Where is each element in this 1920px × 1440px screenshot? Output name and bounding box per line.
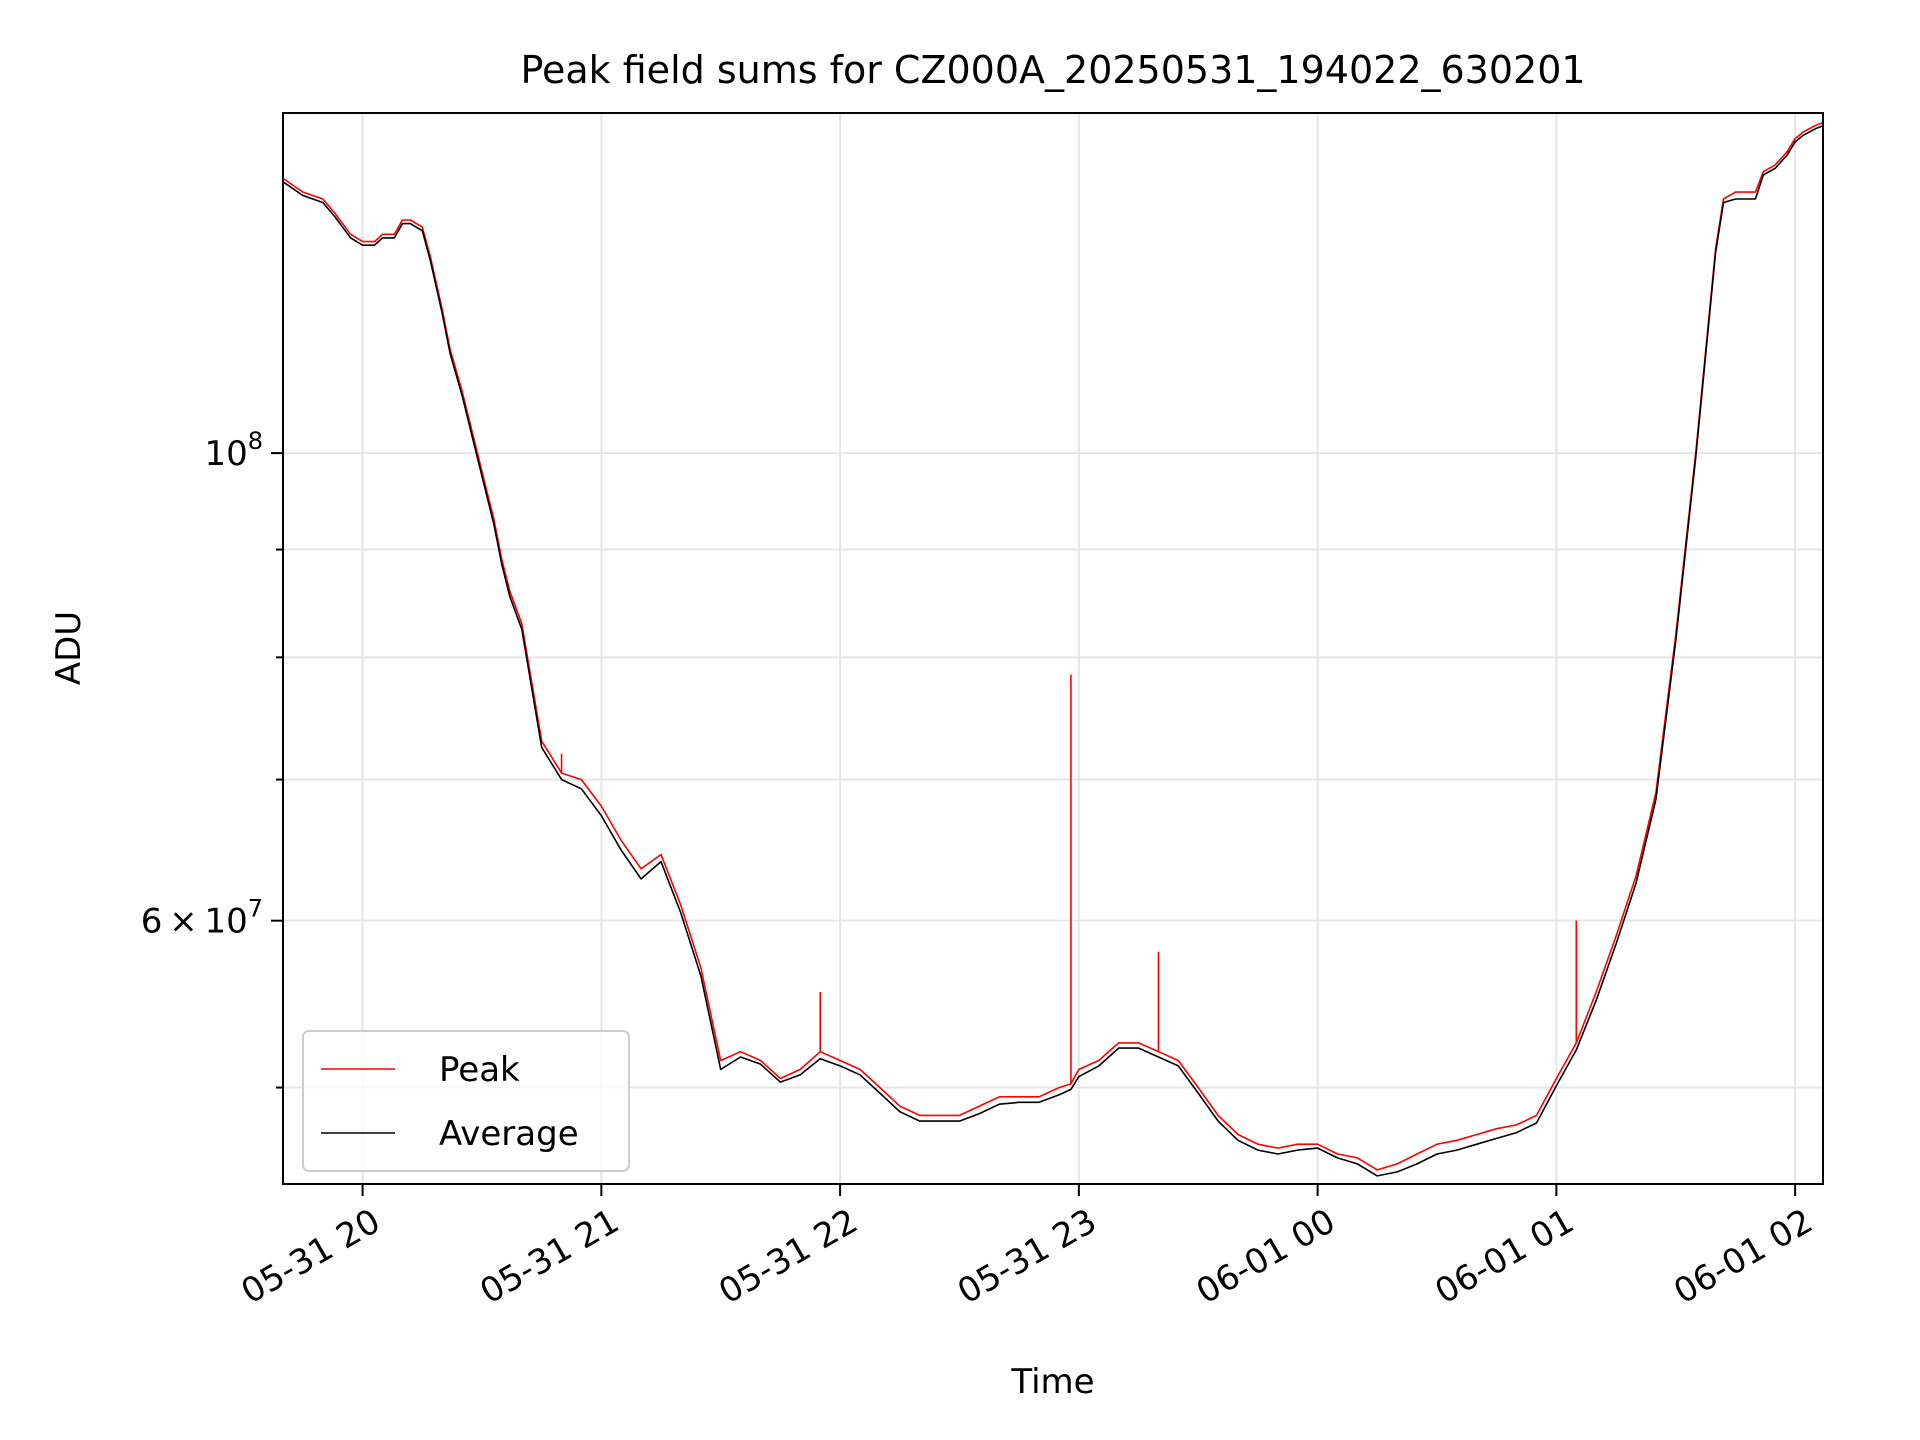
legend: Peak Average [302,1030,630,1172]
legend-box [302,1030,630,1172]
y-tick-mantissa: 6 × 10 [141,902,248,942]
series-line-average [282,124,1824,1177]
series-line-peak [282,121,1824,1171]
legend-label-average: Average [439,1114,579,1154]
y-tick-exponent: 8 [248,427,263,455]
y-axis-label: ADU [49,611,89,685]
series-layer [282,121,1824,1177]
chart-title: Peak field sums for CZ000A_20250531_1940… [520,48,1585,92]
y-tick-label: 6 × 107 [141,895,263,942]
y-tick-base: 10 [204,434,247,474]
plot-frame [282,112,1824,1185]
grid-lines [283,113,1823,1184]
legend-label-peak: Peak [439,1050,520,1090]
y-tick-exponent: 7 [248,895,263,923]
y-axis-ticks: 6 × 107 108 [141,427,283,1089]
x-axis-label: Time [1010,1362,1094,1402]
y-tick-label: 108 [204,427,263,474]
